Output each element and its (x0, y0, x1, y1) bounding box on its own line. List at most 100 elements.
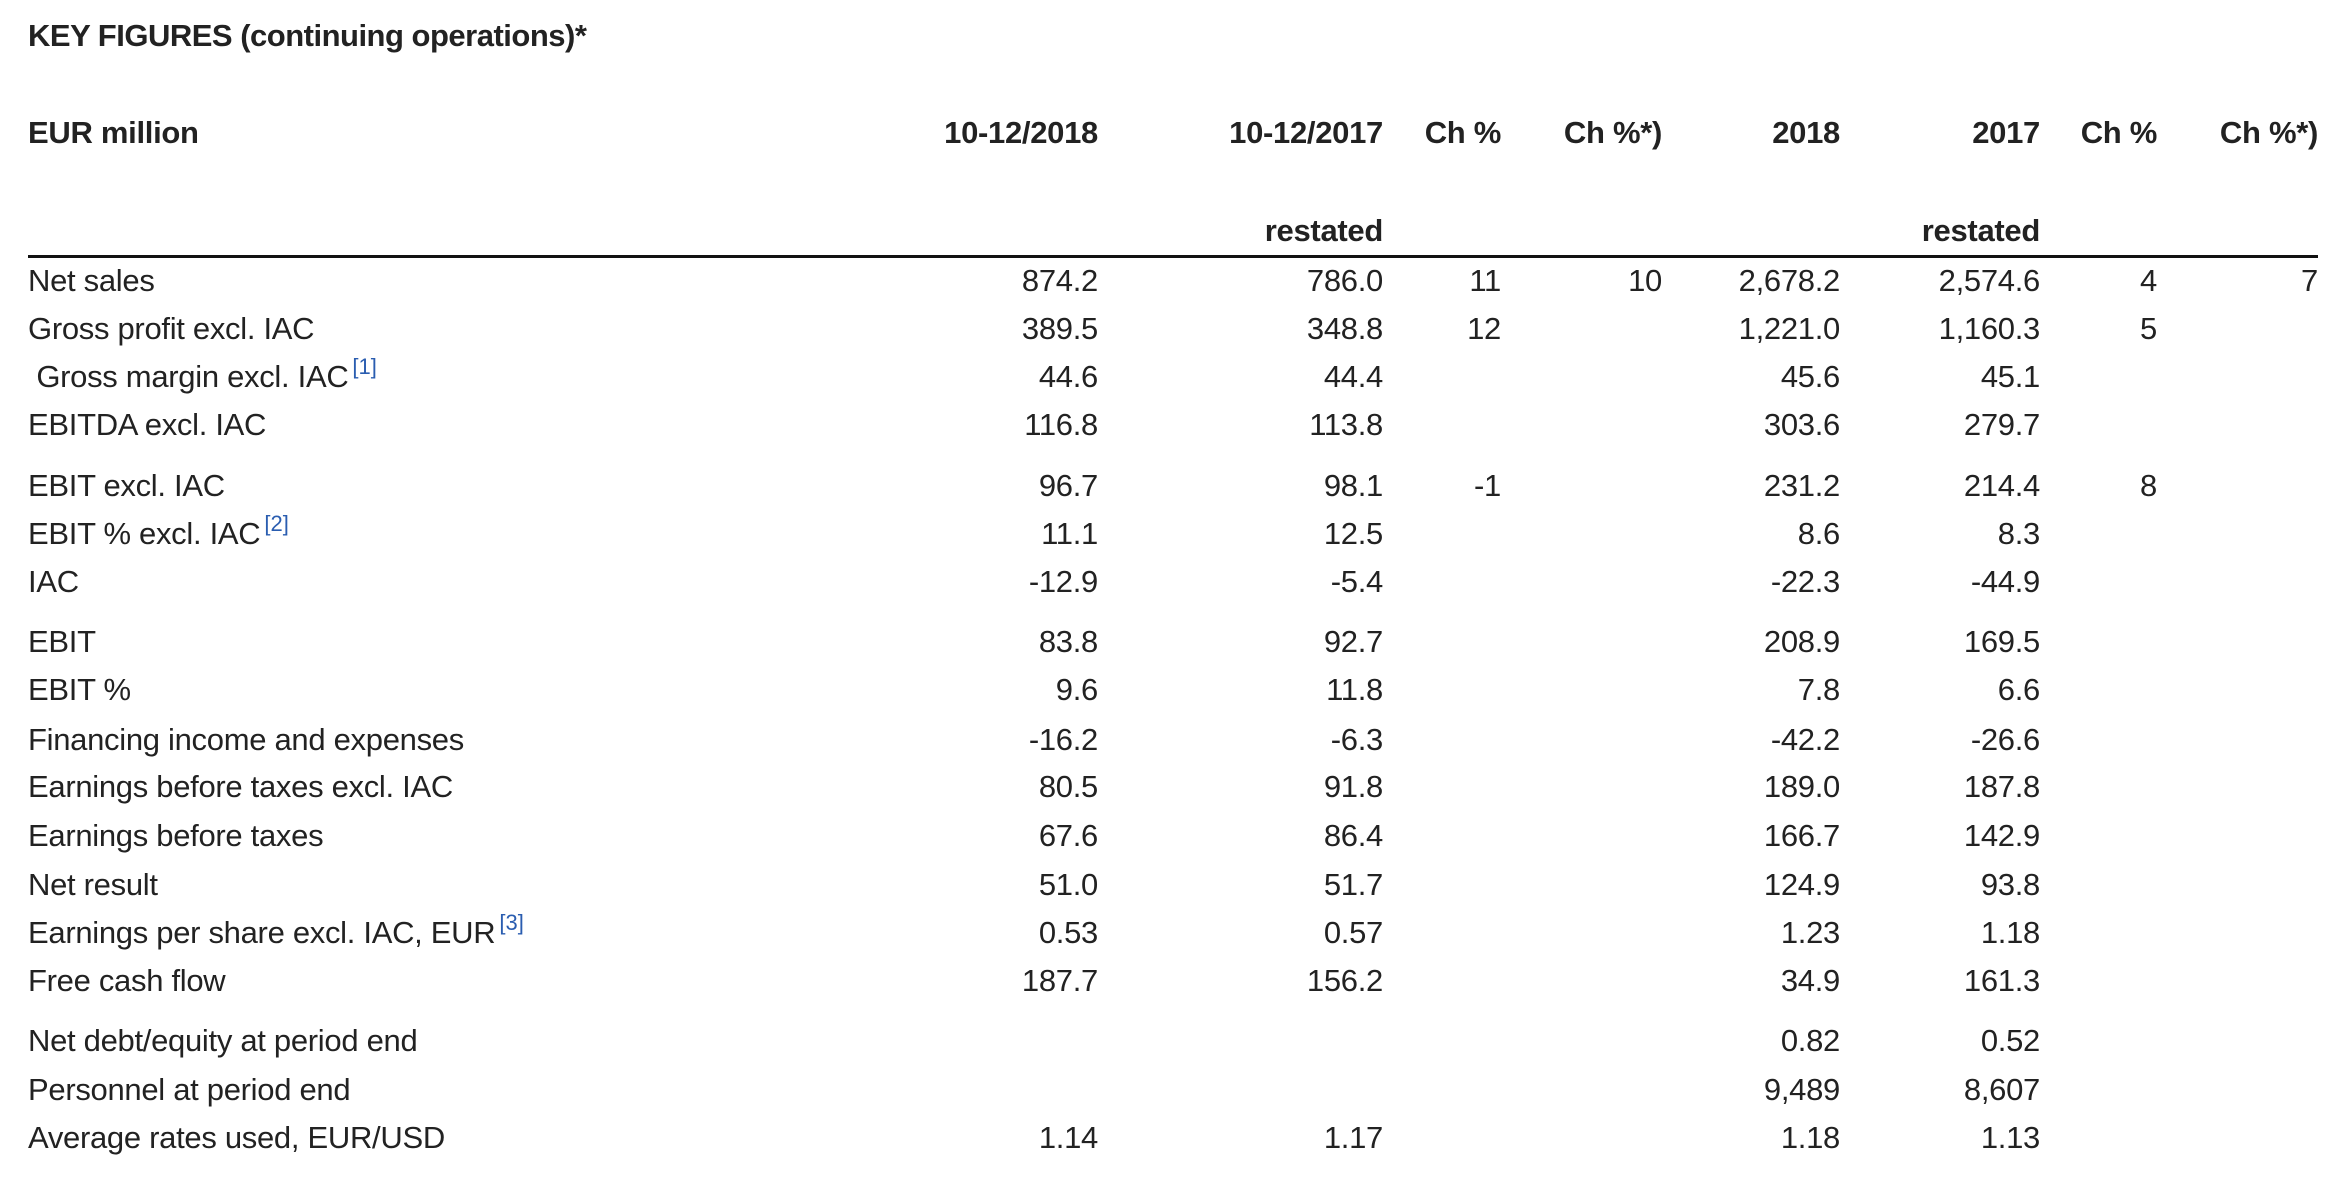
row-label: EBITDA excl. IAC (28, 407, 267, 442)
table-cell: 8.3 (1997, 516, 2041, 551)
row-label: Gross profit excl. IAC (28, 311, 315, 346)
table-cell: -6.3 (1330, 722, 1384, 757)
table-cell: 67.6 (1038, 818, 1098, 853)
row-label-group: Earnings per share excl. IAC, EUR [3] (28, 910, 524, 953)
row-label-group: Net debt/equity at period end (28, 1021, 418, 1061)
row-label-group: EBIT (28, 622, 96, 662)
table-cell: 124.9 (1763, 867, 1840, 902)
row-label: Financing income and expenses (28, 722, 464, 757)
table-cell: 303.6 (1763, 407, 1840, 442)
row-label: EBIT % excl. IAC (28, 516, 261, 551)
table-cell: 1.18 (1980, 915, 2040, 950)
row-label: EBIT (28, 624, 96, 659)
table-cell: 98.1 (1323, 468, 1383, 503)
row-label: EBIT excl. IAC (28, 468, 225, 503)
table-cell: -1 (1474, 468, 1501, 503)
table-cell: 156.2 (1306, 963, 1383, 998)
row-label: Earnings before taxes (28, 818, 324, 853)
table-cell: -26.6 (1970, 722, 2040, 757)
table-cell: 45.1 (1980, 359, 2040, 394)
row-label-group: EBIT % (28, 670, 131, 710)
column-header: Ch %*) (1563, 115, 1662, 150)
row-label-group: EBIT excl. IAC (28, 466, 225, 506)
table-cell: -12.9 (1028, 564, 1098, 599)
table-cell: 12.5 (1323, 516, 1383, 551)
table-cell: 92.7 (1323, 624, 1383, 659)
table-cell: 0.52 (1980, 1023, 2040, 1058)
table-cell: 1.18 (1780, 1120, 1840, 1155)
table-cell: 93.8 (1980, 867, 2040, 902)
table-cell: 9,489 (1763, 1072, 1840, 1107)
column-header: Ch %*) (2219, 115, 2318, 150)
table-cell: 2,574.6 (1938, 263, 2041, 298)
table-cell: 44.6 (1038, 359, 1098, 394)
table-cell: 116.8 (1024, 407, 1098, 442)
table-cell: 11.8 (1326, 672, 1383, 707)
row-label-group: Free cash flow (28, 961, 226, 1001)
table-cell: 80.5 (1038, 769, 1098, 804)
header-divider (28, 255, 2318, 258)
table-cell: 51.0 (1038, 867, 1098, 902)
table-cell: -16.2 (1028, 722, 1098, 757)
table-cell: -22.3 (1770, 564, 1840, 599)
table-cell: 9.6 (1055, 672, 1099, 707)
table-cell: 8 (2140, 468, 2157, 503)
row-label: Net sales (28, 263, 155, 298)
table-cell: 4 (2140, 263, 2157, 298)
table-cell: 86.4 (1323, 818, 1383, 853)
table-cell: 0.82 (1780, 1023, 1840, 1058)
table-cell: 1,221.0 (1738, 311, 1841, 346)
footnote-link[interactable]: [2] (264, 511, 289, 536)
table-cell: 11 (1469, 263, 1501, 298)
table-cell: 142.9 (1963, 818, 2040, 853)
column-header: Ch % (2080, 115, 2158, 150)
row-label: Gross margin excl. IAC (28, 359, 349, 394)
column-subheader: restated (1264, 213, 1384, 248)
row-label-group: Gross margin excl. IAC [1] (28, 354, 377, 397)
column-header: 10-12/2017 (1229, 115, 1383, 150)
row-label-group: Financing income and expenses (28, 720, 464, 760)
table-cell: 8,607 (1963, 1072, 2040, 1107)
table-cell: 45.6 (1780, 359, 1840, 394)
table-cell: 389.5 (1021, 311, 1098, 346)
row-label-group: Net result (28, 865, 158, 905)
table-cell: -42.2 (1770, 722, 1840, 757)
column-header: 2017 (1972, 115, 2040, 150)
table-cell: -44.9 (1970, 564, 2040, 599)
table-cell: 161.3 (1963, 963, 2040, 998)
table-cell: 51.7 (1323, 867, 1383, 902)
table-cell: 44.4 (1323, 359, 1383, 394)
table-cell: 7 (2301, 263, 2318, 298)
table-cell: 5 (2140, 311, 2157, 346)
table-cell: 2,678.2 (1738, 263, 1841, 298)
table-cell: 10 (1628, 263, 1662, 298)
row-label-group: Net sales (28, 261, 155, 301)
column-header: 2018 (1772, 115, 1840, 150)
row-label: IAC (28, 564, 79, 599)
table-cell: 7.8 (1797, 672, 1841, 707)
footnote-link[interactable]: [1] (352, 354, 377, 379)
table-cell: -5.4 (1330, 564, 1384, 599)
header-label: EUR million (28, 115, 199, 150)
table-cell: 214.4 (1963, 468, 2040, 503)
table-cell: 187.7 (1021, 963, 1098, 998)
table-cell: 34.9 (1780, 963, 1840, 998)
table-title: KEY FIGURES (continuing operations)* (28, 18, 587, 53)
row-label: Earnings per share excl. IAC, EUR (28, 915, 496, 950)
row-label-group: Earnings before taxes excl. IAC (28, 767, 453, 807)
footnote-link[interactable]: [3] (499, 910, 524, 935)
table-cell: 96.7 (1038, 468, 1098, 503)
table-cell: 91.8 (1323, 769, 1383, 804)
row-label-group: EBITDA excl. IAC (28, 405, 266, 445)
table-cell: 8.6 (1797, 516, 1841, 551)
table-cell: 187.8 (1963, 769, 2040, 804)
table-cell: 0.57 (1323, 915, 1383, 950)
table-cell: 0.53 (1038, 915, 1098, 950)
column-header: Ch % (1424, 115, 1502, 150)
row-label-group: IAC (28, 562, 79, 602)
row-label: Net debt/equity at period end (28, 1023, 418, 1058)
table-cell: 83.8 (1038, 624, 1098, 659)
row-label-group: EBIT % excl. IAC [2] (28, 511, 289, 554)
row-label: Free cash flow (28, 963, 226, 998)
row-label-group: Gross profit excl. IAC (28, 309, 315, 349)
